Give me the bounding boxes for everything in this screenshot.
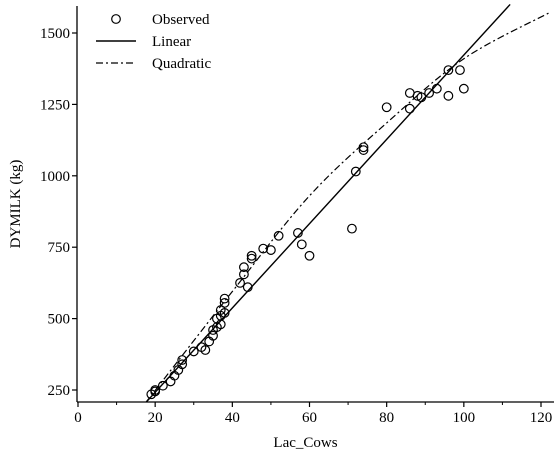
linear-fit-line [145, 3, 511, 402]
observed-point [246, 253, 257, 264]
y-tick-label: 500 [48, 312, 71, 328]
legend-label: Quadratic [152, 56, 211, 72]
x-tick-label: 120 [530, 410, 553, 426]
observed-point [219, 297, 230, 308]
observed-point [266, 245, 276, 255]
observed-point [235, 278, 245, 288]
x-tick-label: 40 [225, 410, 240, 426]
x-tick-label: 20 [148, 410, 163, 426]
observed-point [358, 142, 369, 153]
observed-point [304, 250, 315, 261]
quadratic-fit-curve [145, 12, 550, 402]
observed-point [296, 239, 307, 250]
observed-point [258, 243, 269, 254]
legend-label: Observed [152, 12, 210, 28]
observed-point [150, 385, 161, 395]
observed-point [350, 166, 361, 177]
plot-area [145, 3, 550, 402]
observed-point [458, 83, 469, 94]
observed-point [273, 230, 284, 241]
y-tick-label: 750 [48, 240, 71, 256]
x-axis-title: Lac_Cows [273, 435, 337, 451]
x-tick-label: 0 [74, 410, 82, 426]
observed-point [347, 223, 357, 234]
axes: 0 20 40 60 80 100 120 250 500 750 1000 1250 1500 Lac_… [8, 6, 554, 451]
observed-point [293, 228, 303, 238]
y-tick-label: 1000 [40, 169, 70, 185]
observed-point [443, 90, 454, 101]
x-tick-label: 80 [379, 410, 394, 426]
legend: Observed Linear Quadratic [96, 12, 211, 72]
observed-point [443, 65, 454, 76]
x-tick-label: 100 [453, 410, 476, 426]
x-tick-label: 60 [302, 410, 317, 426]
observed-point [200, 345, 211, 355]
y-tick-label: 1250 [40, 97, 70, 113]
observed-point [219, 307, 230, 318]
observed-point [381, 102, 392, 113]
legend-label: Linear [152, 34, 191, 50]
y-axis-title: DYMILK (kg) [8, 160, 24, 249]
observed-point [157, 380, 168, 391]
observed-point [242, 282, 253, 293]
observed-point [219, 293, 230, 304]
y-tick-label: 250 [48, 383, 71, 399]
observed-point [455, 65, 465, 76]
observed-point [188, 346, 199, 357]
observed-point [404, 103, 415, 114]
observed-point [239, 269, 249, 280]
observed-point [177, 355, 188, 365]
observed-point [431, 83, 442, 94]
observed-point [416, 92, 427, 103]
y-tick-label: 1500 [40, 26, 70, 42]
observed-point [239, 262, 249, 273]
observed-point [177, 359, 188, 370]
observed-point [358, 145, 369, 155]
observed-point [246, 250, 257, 261]
legend-marker-observed [111, 14, 121, 24]
observed-point [424, 88, 435, 98]
observed-point [208, 330, 218, 341]
